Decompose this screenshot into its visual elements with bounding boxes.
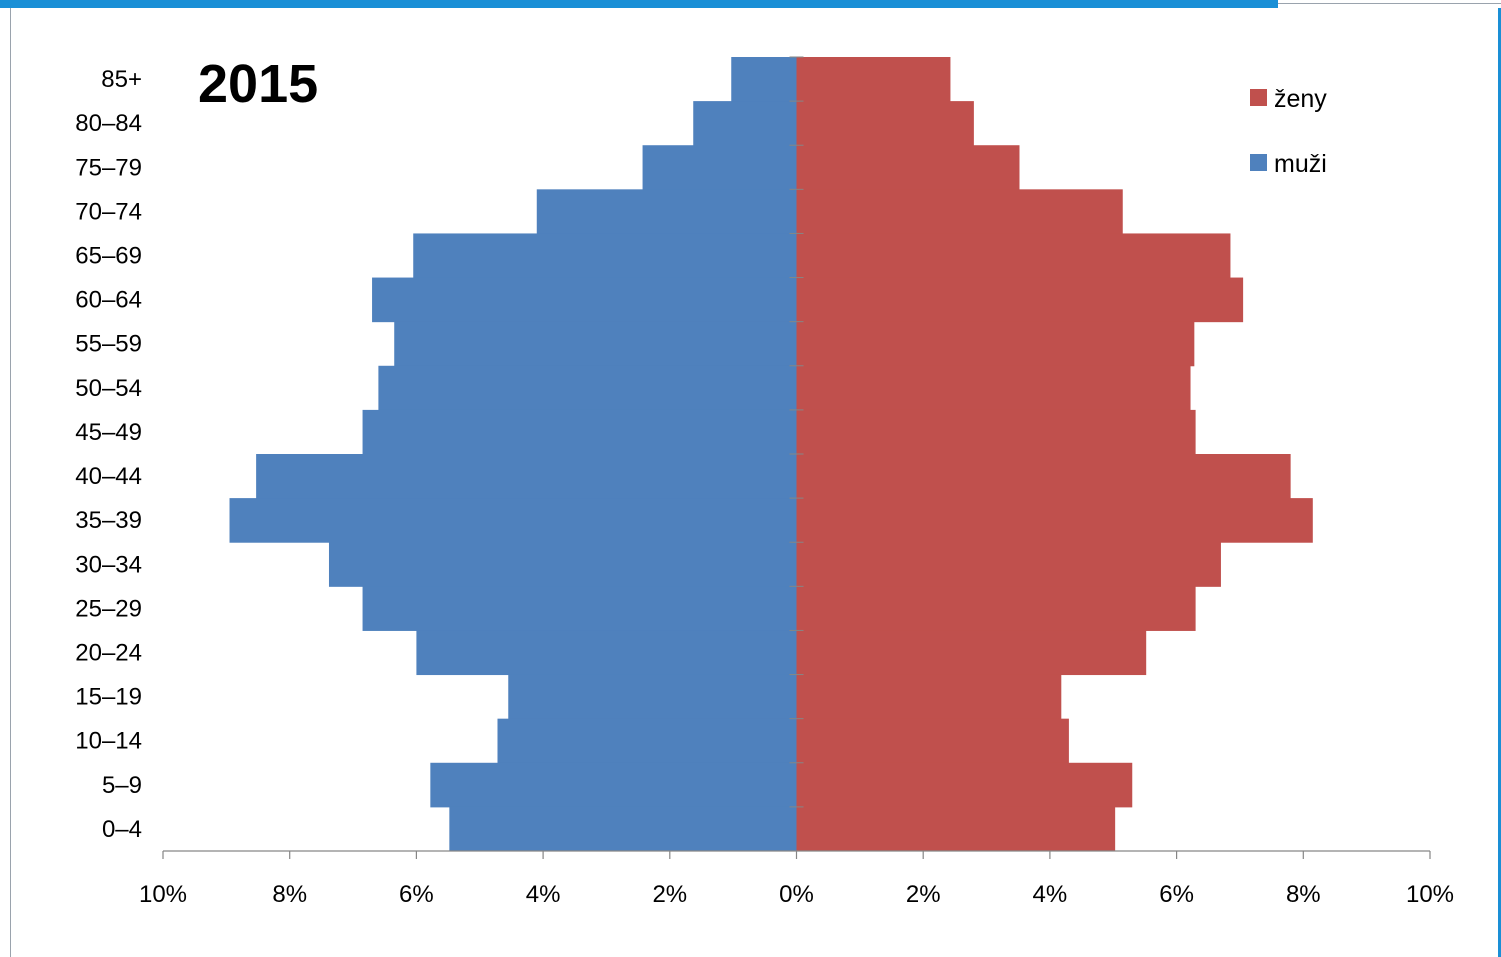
x-tick-label: 6% [399, 881, 434, 908]
bar-zeny-30-34 [796, 542, 1221, 587]
category-label-10-14: 10–14 [75, 728, 142, 755]
axis-layer [162, 56, 1431, 859]
bar-muzi-30-34 [328, 542, 797, 587]
bar-muzi-85 [731, 57, 797, 102]
category-label-15-19: 15–19 [75, 684, 142, 711]
legend-swatch-zeny [1250, 89, 1267, 106]
bar-zeny-65-69 [796, 233, 1231, 279]
category-label-55-59: 55–59 [75, 331, 142, 358]
window-right-accent-bar [1498, 8, 1501, 957]
x-tick-label: 4% [1033, 881, 1068, 908]
window-top-border [1278, 3, 1501, 4]
x-tick-label: 2% [906, 881, 941, 908]
category-label-30-34: 30–34 [75, 551, 142, 578]
bar-muzi-55-59 [394, 321, 797, 367]
category-label-45-49: 45–49 [75, 419, 142, 446]
category-label-70-74: 70–74 [75, 198, 142, 225]
bar-muzi-70-74 [536, 189, 797, 234]
bar-zeny-70-74 [796, 189, 1123, 234]
bar-muzi-65-69 [413, 233, 797, 279]
category-label-80-84: 80–84 [75, 110, 142, 137]
bar-muzi-40-44 [256, 454, 797, 499]
category-label-0-4: 0–4 [102, 816, 142, 843]
bars-layer [229, 57, 1313, 852]
x-tick-labels: 10% 8% 6% 4% 2% 0% 2% 4% 6% 8% 10% [139, 881, 1454, 908]
legend-swatch-muzi [1250, 154, 1267, 171]
x-tick-label: 6% [1159, 881, 1194, 908]
category-label-65-69: 65–69 [75, 243, 142, 270]
bar-muzi-10-14 [497, 718, 797, 764]
x-tick-label: 10% [1406, 881, 1454, 908]
chart-title: 2015 [198, 54, 318, 114]
bar-zeny-75-79 [796, 145, 1020, 190]
category-label-20-24: 20–24 [75, 640, 142, 667]
x-tick-label: 8% [1286, 881, 1321, 908]
bar-zeny-85 [796, 57, 951, 102]
bar-zeny-40-44 [796, 454, 1291, 499]
bar-muzi-25-29 [362, 586, 797, 631]
bar-muzi-0-4 [449, 806, 797, 852]
category-label-75-79: 75–79 [75, 154, 142, 181]
category-label-40-44: 40–44 [75, 463, 142, 490]
category-label-5-9: 5–9 [102, 772, 142, 799]
bar-zeny-5-9 [796, 762, 1133, 808]
bar-muzi-50-54 [378, 365, 797, 411]
bar-zeny-35-39 [796, 498, 1313, 543]
bar-muzi-75-79 [642, 145, 797, 190]
legend-label-muzi: muži [1274, 150, 1327, 178]
bar-muzi-15-19 [508, 674, 797, 720]
bar-muzi-20-24 [416, 630, 797, 676]
x-tick-label: 4% [526, 881, 561, 908]
window-top-accent-bar [0, 0, 1278, 8]
bar-zeny-60-64 [796, 277, 1244, 323]
bar-muzi-80-84 [693, 101, 797, 146]
bar-zeny-15-19 [796, 674, 1062, 720]
category-label-85: 85+ [101, 66, 142, 93]
category-label-50-54: 50–54 [75, 375, 142, 402]
category-labels: 85+ 80–84 75–79 70–74 65–69 60–64 55–59 50–54 45… [75, 66, 142, 843]
category-label-25-29: 25–29 [75, 595, 142, 622]
bar-zeny-20-24 [796, 630, 1147, 676]
x-tick-label: 8% [272, 881, 307, 908]
bar-zeny-45-49 [796, 409, 1196, 455]
category-label-60-64: 60–64 [75, 287, 142, 314]
x-tick-label: 2% [652, 881, 687, 908]
category-label-35-39: 35–39 [75, 507, 142, 534]
legend: ženy muži [1250, 85, 1327, 178]
legend-label-zeny: ženy [1274, 85, 1327, 113]
x-tick-label: 10% [139, 881, 187, 908]
bar-zeny-0-4 [796, 806, 1116, 852]
bar-muzi-60-64 [372, 277, 797, 323]
bar-muzi-5-9 [430, 762, 797, 808]
window-left-border [10, 8, 11, 957]
bar-muzi-45-49 [362, 409, 797, 455]
bar-zeny-55-59 [796, 321, 1195, 367]
x-tick-label: 0% [779, 881, 814, 908]
bar-zeny-80-84 [796, 101, 974, 146]
bar-zeny-10-14 [796, 718, 1069, 764]
bar-zeny-25-29 [796, 586, 1196, 631]
bar-zeny-50-54 [796, 365, 1191, 411]
bar-muzi-35-39 [229, 498, 797, 543]
